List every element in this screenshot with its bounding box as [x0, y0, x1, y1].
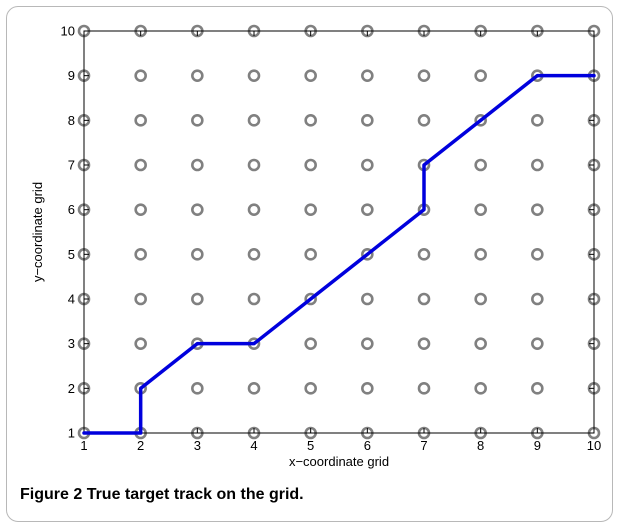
- series-line: [82, 73, 596, 435]
- grid-marker: [474, 337, 487, 350]
- grid-marker: [417, 69, 431, 82]
- caption-label: Figure 2: [20, 486, 83, 503]
- y-tick-label: 1: [68, 426, 75, 441]
- grid-marker: [304, 203, 317, 216]
- grid-marker: [304, 158, 317, 172]
- x-tick-label: 2: [137, 438, 144, 453]
- x-tick-label: 3: [194, 438, 201, 453]
- y-tick-label: 9: [68, 68, 75, 83]
- grid-marker: [191, 114, 204, 127]
- grid-marker: [247, 382, 261, 395]
- x-tick-label: 4: [250, 438, 257, 453]
- grid-marker: [191, 69, 204, 82]
- grid-marker: [191, 158, 204, 172]
- grid-marker: [134, 248, 147, 261]
- grid-marker: [474, 292, 487, 306]
- grid-marker: [417, 382, 431, 395]
- grid-marker: [417, 292, 431, 306]
- grid-marker: [191, 382, 204, 395]
- grid-marker: [531, 292, 544, 306]
- grid-marker: [247, 203, 261, 216]
- grid-marker: [134, 337, 147, 350]
- grid-marker: [474, 382, 487, 395]
- grid-marker: [304, 114, 317, 127]
- grid-marker: [304, 292, 317, 306]
- grid-marker: [304, 248, 317, 261]
- grid-marker: [531, 158, 544, 172]
- grid-marker: [361, 203, 374, 216]
- x-axis-label: x−coordinate grid: [289, 454, 389, 469]
- grid-marker: [474, 114, 487, 127]
- grid-marker: [361, 158, 374, 172]
- grid-marker: [531, 114, 544, 127]
- grid-marker: [134, 114, 147, 127]
- x-tick-label: 9: [534, 438, 541, 453]
- grid-marker: [361, 337, 374, 350]
- grid-marker: [474, 248, 487, 261]
- grid-marker: [191, 248, 204, 261]
- axis-ticks: [83, 30, 595, 434]
- grid-marker: [531, 203, 544, 216]
- x-tick-label: 5: [307, 438, 314, 453]
- y-tick-label: 8: [68, 113, 75, 128]
- grid-marker: [247, 248, 261, 261]
- tick-labels: 1 2 3 4 5 6 7 8 9 10 1 2 3 4 5 6 7 8 9 10: [61, 24, 602, 454]
- grid-marker: [531, 382, 544, 395]
- grid-marker: [361, 69, 374, 82]
- grid-marker: [531, 337, 544, 350]
- grid-marker: [304, 69, 317, 82]
- y-tick-label: 3: [68, 336, 75, 351]
- x-tick-label: 1: [80, 438, 87, 453]
- y-tick-label: 7: [68, 158, 75, 173]
- y-tick-label: 4: [68, 292, 75, 307]
- y-tick-label: 5: [68, 247, 75, 262]
- caption-text: True target track on the grid.: [86, 486, 304, 503]
- x-tick-label: 8: [477, 438, 484, 453]
- figure-caption: Figure 2 True target track on the grid.: [20, 486, 304, 504]
- grid-marker: [134, 69, 147, 82]
- grid-marker: [134, 292, 147, 306]
- grid-marker: [531, 248, 544, 261]
- grid-marker: [417, 337, 431, 350]
- grid-marker: [361, 248, 374, 261]
- grid-marker: [191, 292, 204, 306]
- y-tick-label: 6: [68, 202, 75, 217]
- grid-marker: [474, 69, 487, 82]
- y-tick-label: 2: [68, 381, 75, 396]
- grid-marker: [417, 248, 431, 261]
- chart: 1 2 3 4 5 6 7 8 9 10 1 2 3 4 5 6 7 8 9 10 x−coordinate grid…: [30, 24, 602, 470]
- x-tick-label: 10: [587, 438, 601, 453]
- x-tick-label: 6: [364, 438, 371, 453]
- grid-marker: [134, 158, 147, 172]
- figure-frame: [6, 6, 613, 522]
- grid-marker: [361, 114, 374, 127]
- grid-marker: [247, 114, 261, 127]
- grid-marker: [474, 158, 487, 172]
- plot-area: [83, 30, 595, 434]
- grid-marker: [361, 292, 374, 306]
- grid-marker: [247, 69, 261, 82]
- y-axis-label: y−coordinate grid: [30, 182, 45, 282]
- grid-marker: [191, 203, 204, 216]
- grid-marker: [304, 382, 317, 395]
- grid-marker: [474, 203, 487, 216]
- grid-marker: [247, 158, 261, 172]
- x-tick-label: 7: [420, 438, 427, 453]
- grid-marker: [134, 203, 147, 216]
- grid-marker: [247, 292, 261, 306]
- y-tick-label: 10: [61, 24, 75, 39]
- grid-marker: [361, 382, 374, 395]
- grid-marker: [417, 114, 431, 127]
- grid-marker: [304, 337, 317, 350]
